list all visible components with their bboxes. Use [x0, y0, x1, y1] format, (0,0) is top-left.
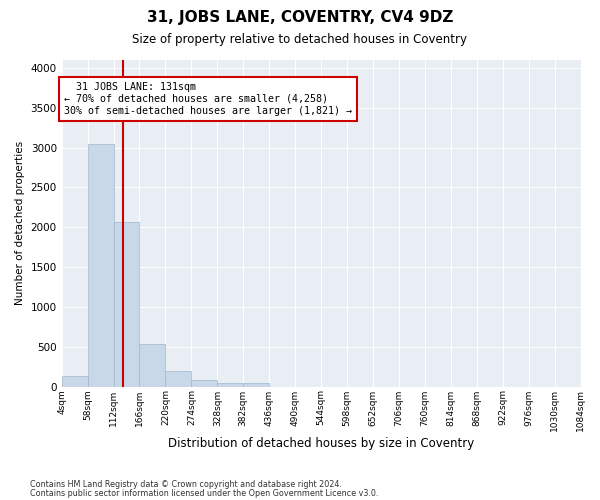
Text: 31, JOBS LANE, COVENTRY, CV4 9DZ: 31, JOBS LANE, COVENTRY, CV4 9DZ — [147, 10, 453, 25]
Bar — [191, 380, 217, 386]
Bar — [88, 144, 113, 386]
Y-axis label: Number of detached properties: Number of detached properties — [15, 141, 25, 306]
Text: Contains HM Land Registry data © Crown copyright and database right 2024.: Contains HM Land Registry data © Crown c… — [30, 480, 342, 489]
Text: 31 JOBS LANE: 131sqm
← 70% of detached houses are smaller (4,258)
30% of semi-de: 31 JOBS LANE: 131sqm ← 70% of detached h… — [64, 82, 352, 116]
Bar — [217, 382, 243, 386]
X-axis label: Distribution of detached houses by size in Coventry: Distribution of detached houses by size … — [168, 437, 474, 450]
Bar — [139, 344, 166, 387]
Text: Size of property relative to detached houses in Coventry: Size of property relative to detached ho… — [133, 32, 467, 46]
Bar — [243, 384, 269, 386]
Bar — [62, 376, 88, 386]
Bar — [166, 370, 191, 386]
Text: Contains public sector information licensed under the Open Government Licence v3: Contains public sector information licen… — [30, 488, 379, 498]
Bar — [113, 222, 139, 386]
